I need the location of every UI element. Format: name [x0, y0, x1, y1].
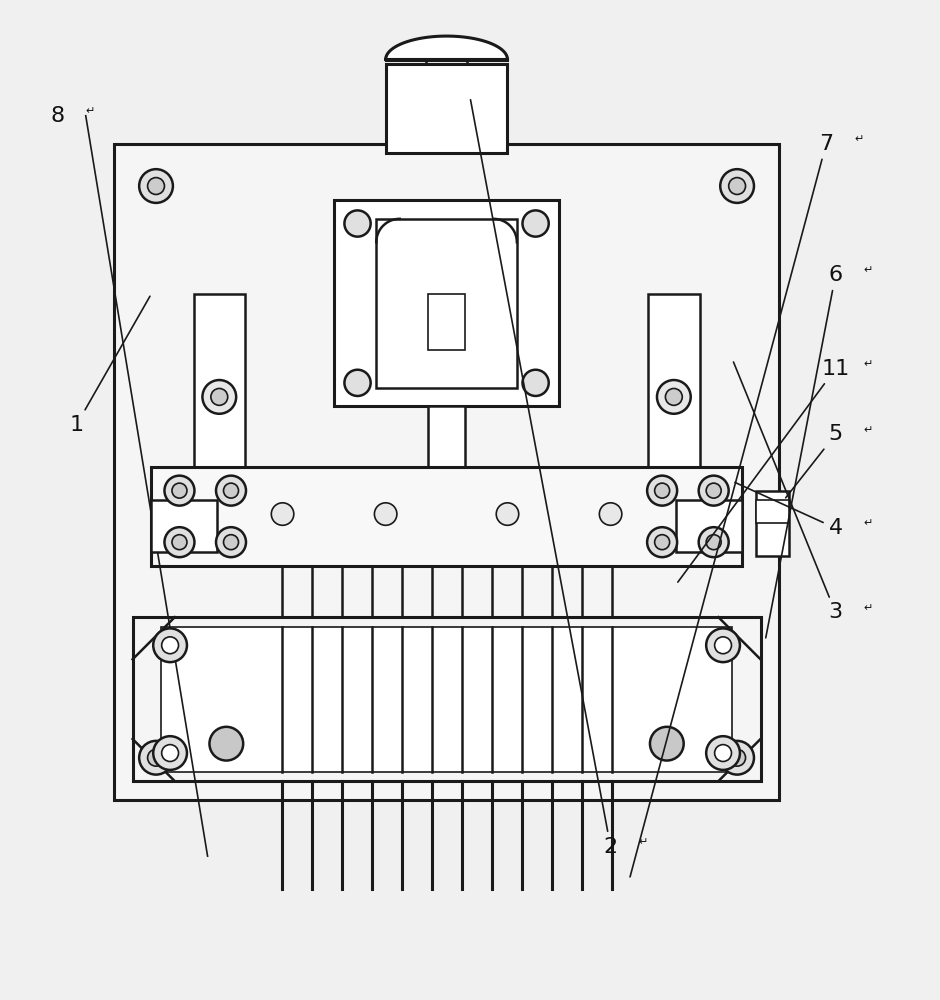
Text: 4: 4	[735, 482, 842, 538]
Bar	[151, 500, 217, 552]
Circle shape	[162, 745, 179, 761]
Bar	[376, 219, 517, 388]
Bar	[676, 500, 742, 552]
Bar	[428, 406, 465, 514]
Circle shape	[496, 503, 519, 525]
Circle shape	[153, 628, 187, 662]
Text: ↵: ↵	[864, 265, 873, 275]
Circle shape	[650, 727, 683, 761]
Text: 5: 5	[786, 424, 842, 498]
Circle shape	[164, 527, 195, 557]
Text: 8: 8	[51, 106, 65, 126]
Circle shape	[714, 745, 731, 761]
Circle shape	[714, 637, 731, 654]
Bar	[114, 144, 779, 800]
Circle shape	[210, 727, 243, 761]
Circle shape	[374, 503, 397, 525]
Circle shape	[706, 736, 740, 770]
Text: ↵: ↵	[86, 106, 95, 116]
Circle shape	[654, 535, 669, 550]
Text: 11: 11	[678, 359, 850, 582]
Circle shape	[148, 749, 164, 766]
Circle shape	[728, 178, 745, 194]
Circle shape	[720, 169, 754, 203]
Circle shape	[647, 476, 677, 506]
Bar	[133, 617, 760, 781]
Circle shape	[172, 535, 187, 550]
Circle shape	[344, 210, 370, 237]
Circle shape	[666, 388, 682, 405]
Circle shape	[657, 380, 691, 414]
Text: 7: 7	[630, 134, 833, 877]
Bar	[648, 294, 699, 500]
Text: ↵: ↵	[864, 603, 873, 613]
Bar	[423, 64, 470, 144]
Circle shape	[523, 210, 549, 237]
Circle shape	[647, 527, 677, 557]
Circle shape	[139, 741, 173, 775]
Circle shape	[148, 178, 164, 194]
Circle shape	[224, 535, 239, 550]
Circle shape	[728, 749, 745, 766]
Circle shape	[600, 503, 622, 525]
Bar	[161, 627, 732, 772]
Bar	[756, 491, 789, 556]
Bar	[334, 200, 559, 406]
Circle shape	[706, 483, 721, 498]
Circle shape	[654, 483, 669, 498]
Circle shape	[172, 483, 187, 498]
Circle shape	[162, 637, 179, 654]
Circle shape	[720, 741, 754, 775]
Text: 1: 1	[70, 296, 150, 435]
Bar	[428, 294, 465, 350]
Text: 2: 2	[471, 100, 618, 857]
Circle shape	[344, 370, 370, 396]
Polygon shape	[385, 36, 508, 60]
Circle shape	[698, 527, 728, 557]
Circle shape	[272, 503, 294, 525]
Circle shape	[523, 370, 549, 396]
Circle shape	[224, 483, 239, 498]
Bar	[756, 500, 789, 523]
Circle shape	[153, 736, 187, 770]
Bar	[194, 294, 245, 500]
Circle shape	[706, 628, 740, 662]
Circle shape	[216, 476, 246, 506]
Text: ↵: ↵	[864, 518, 873, 528]
Text: ↵: ↵	[854, 134, 864, 144]
Text: 6: 6	[766, 265, 842, 638]
Circle shape	[164, 476, 195, 506]
Circle shape	[216, 527, 246, 557]
Circle shape	[202, 380, 236, 414]
Circle shape	[211, 388, 227, 405]
Text: ↵: ↵	[864, 359, 873, 369]
Text: ↵: ↵	[864, 425, 873, 435]
Circle shape	[698, 476, 728, 506]
Bar	[151, 467, 742, 566]
Text: ↵: ↵	[638, 837, 648, 847]
Circle shape	[706, 535, 721, 550]
Bar	[400, 500, 494, 514]
Bar	[385, 64, 508, 153]
Text: 3: 3	[733, 362, 842, 622]
Circle shape	[139, 169, 173, 203]
